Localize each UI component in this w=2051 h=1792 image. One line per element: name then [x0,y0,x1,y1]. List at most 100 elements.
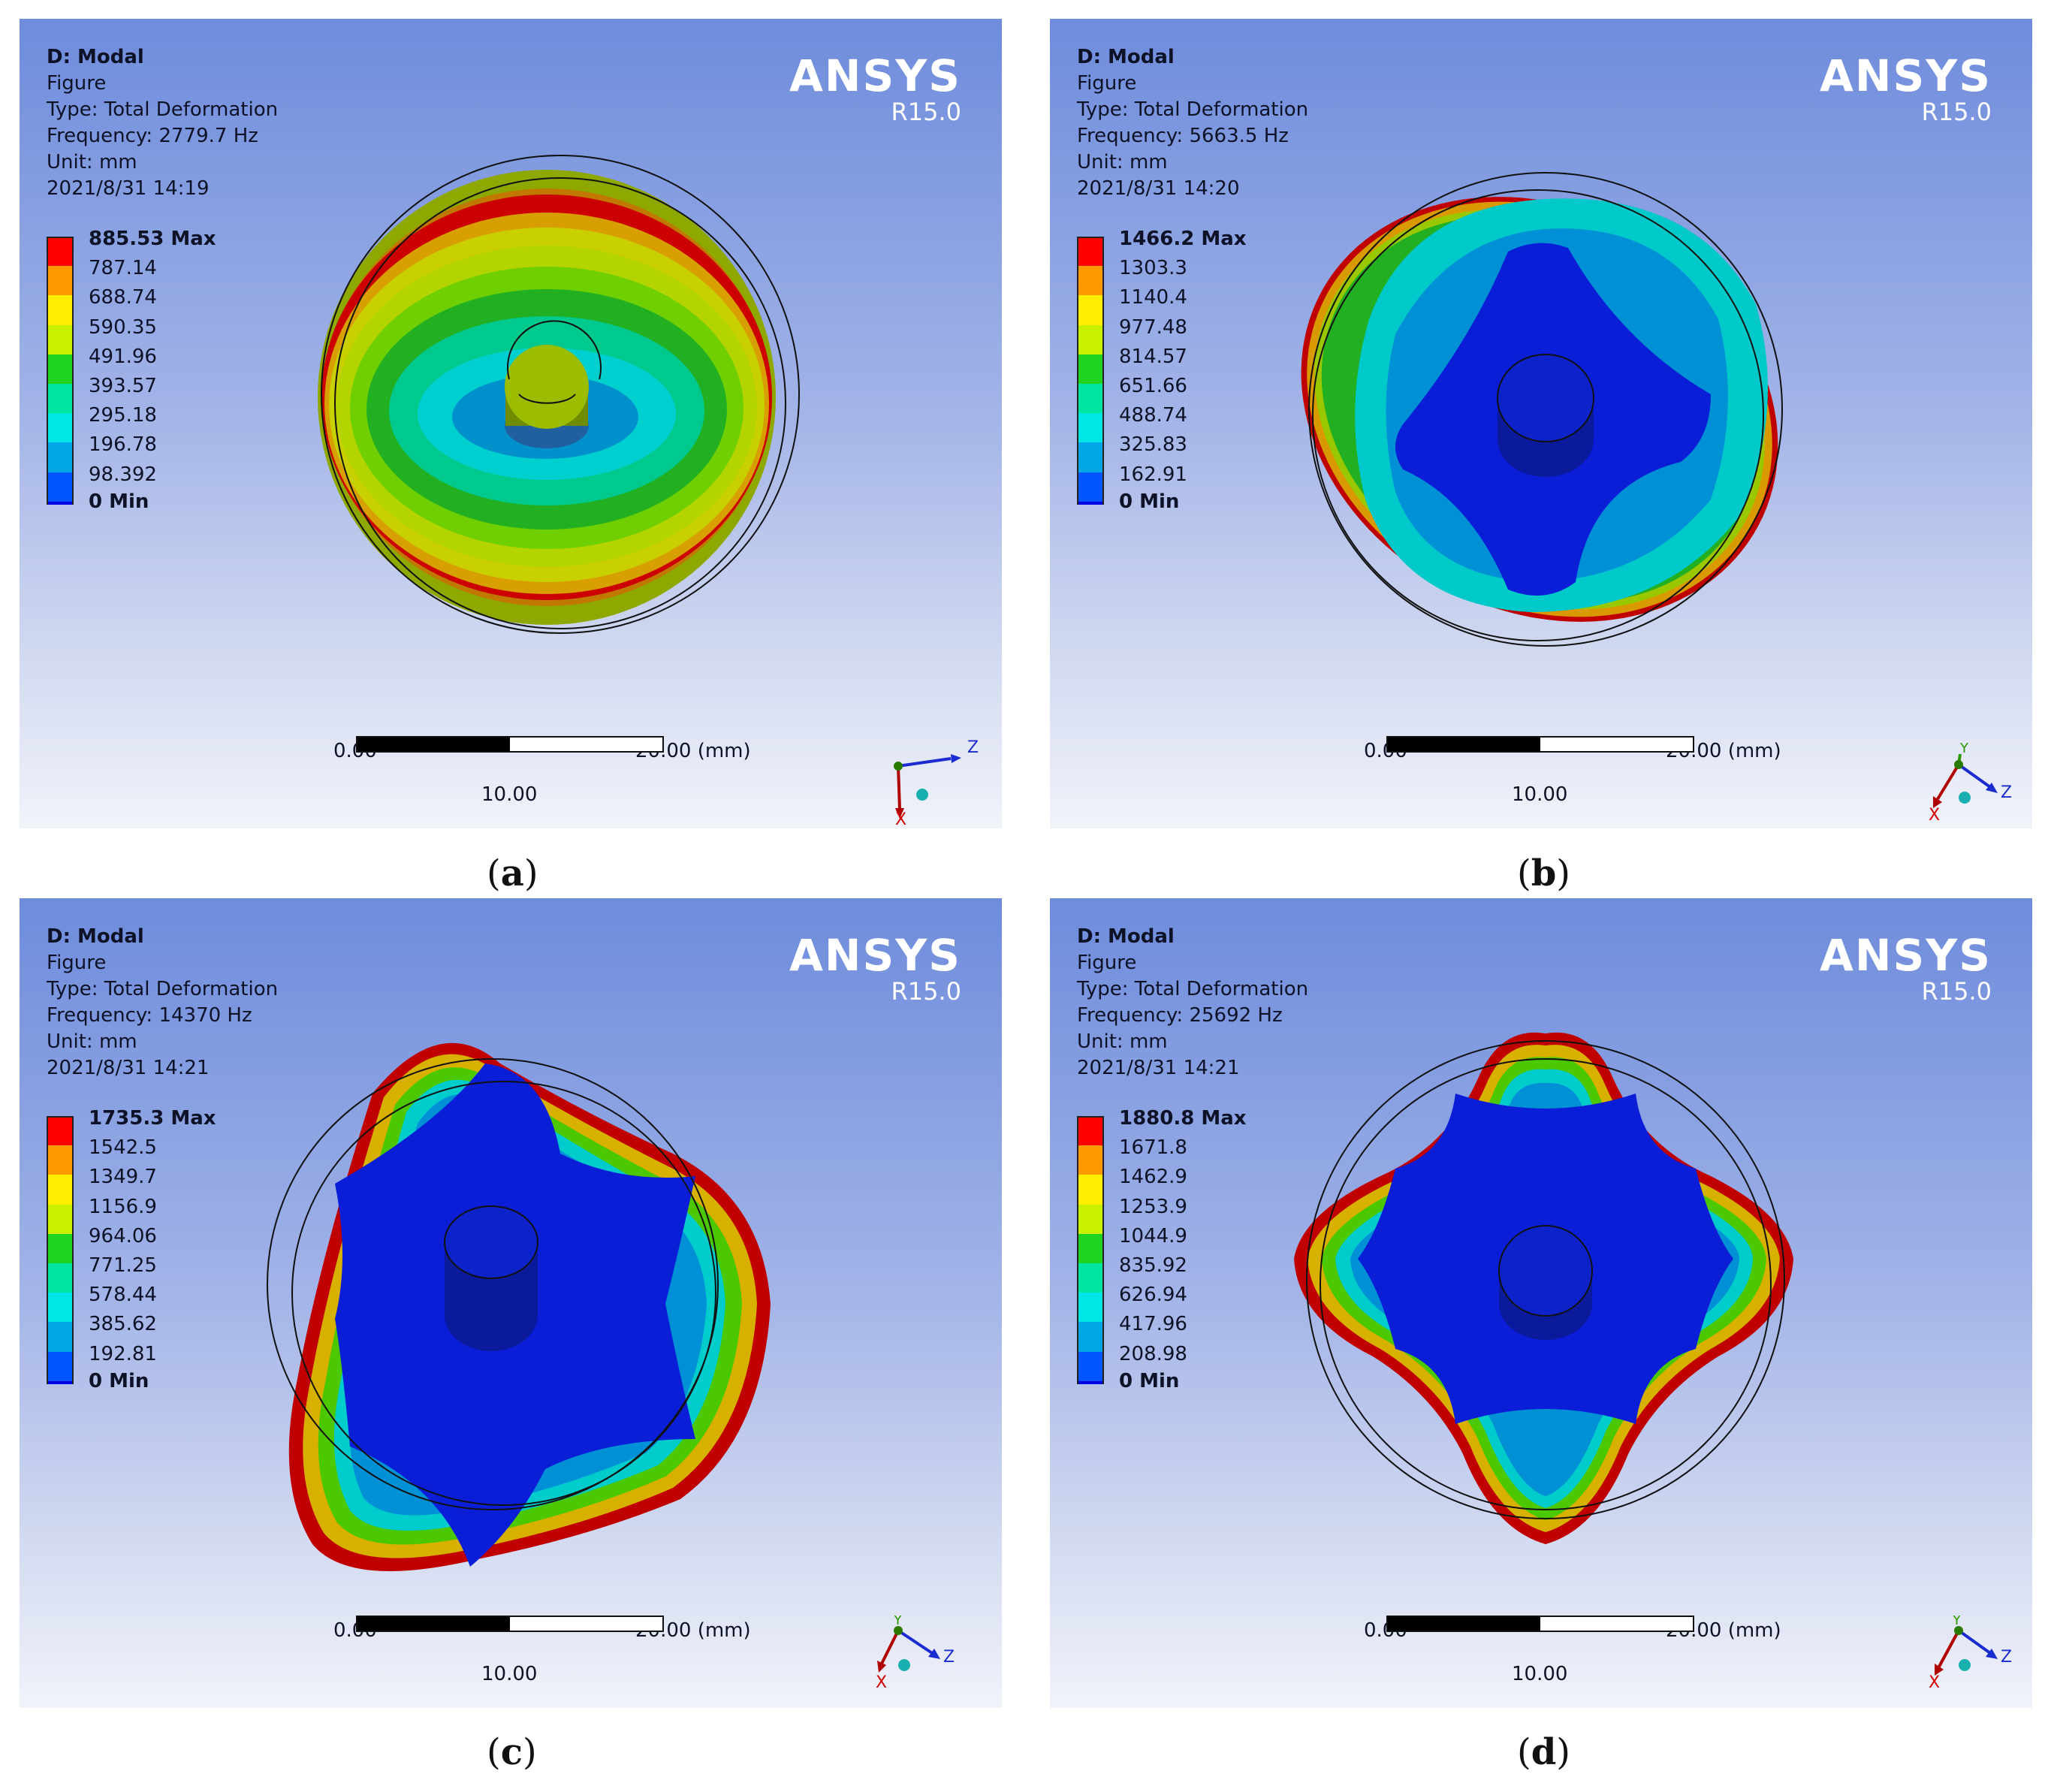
legend-label: 835.92 [1119,1253,1187,1277]
scale-bar [356,736,664,753]
legend-swatch [1077,354,1104,384]
axis-x-label: X [895,810,906,826]
legend-min-label: 0 Min [1119,490,1180,513]
legend-swatch [47,1233,74,1263]
header-timestamp: 2021/8/31 14:21 [47,1057,210,1079]
legend-swatch [47,442,74,472]
legend-swatch [1077,237,1104,267]
legend-swatch [47,1145,74,1175]
header-title: D: Modal [47,46,144,68]
legend-swatch [1077,324,1104,354]
header-frequency: Frequency: 25692 Hz [1077,1004,1283,1027]
axis-z-label: Z [967,738,979,757]
header-type: Type: Total Deformation [47,98,279,121]
legend-label: 192.81 [89,1342,157,1365]
header-frequency: Frequency: 14370 Hz [47,1004,252,1027]
header-timestamp: 2021/8/31 14:19 [47,177,210,200]
header-title: D: Modal [1077,46,1175,68]
mode-shape-plot-b [1301,172,1783,647]
legend-swatch [1077,1116,1104,1146]
logo-name: ANSYS [1820,930,1992,981]
hub-top [505,345,589,429]
header-unit: Unit: mm [1077,1030,1168,1053]
logo-name: ANSYS [789,930,961,981]
scale-mid-label: 10.00 [481,1663,538,1685]
legend-label: 208.98 [1119,1342,1187,1365]
axis-y-label: Y [1959,741,1969,756]
axis-triad-icon: Z X Y [1929,741,2012,825]
legend-label: 590.35 [89,315,157,339]
legend-label: 1542.5 [89,1136,157,1160]
axis-z-label: Z [2001,1648,2012,1667]
legend-label: 651.66 [1119,374,1187,397]
axis-triad-icon: Z X Y [1929,1616,2012,1692]
header-type: Type: Total Deformation [1077,98,1309,121]
info-header: D: Modal Figure Type: Total Deformation … [1077,44,1308,202]
legend-label: 98.392 [89,463,157,486]
axis-y-label: Y [893,1616,903,1628]
header-unit: Unit: mm [47,1030,137,1053]
legend-max-label: 885.53 Max [89,228,216,250]
scale-mid-label: 10.00 [1512,783,1568,806]
legend-swatch [47,1380,74,1384]
legend-swatch [47,413,74,443]
legend-swatch [47,354,74,384]
legend-label: 1156.9 [89,1195,157,1218]
legend-swatch [1077,1293,1104,1323]
scale-bar [1386,736,1694,753]
legend-swatch [1077,1145,1104,1175]
logo-version: R15.0 [891,977,961,1006]
logo-name: ANSYS [1820,50,1992,101]
legend-label: 385.62 [89,1313,157,1336]
legend-swatch [1077,1263,1104,1293]
mode-shape-plot-d [1294,1032,1793,1544]
axis-triad-icon: Z X [894,738,979,826]
axis-z-label: Z [943,1648,955,1667]
legend-swatch [1077,501,1104,505]
legend-swatch [47,501,74,505]
legend-swatch [47,1204,74,1234]
legend-label: 977.48 [1119,315,1187,339]
legend-swatch [1077,1233,1104,1263]
legend-label: 488.74 [1119,404,1187,427]
legend-label: 491.96 [89,345,157,368]
header-figure: Figure [47,952,107,974]
scale-mid-label: 10.00 [1512,1663,1568,1685]
legend-label: 417.96 [1119,1313,1187,1336]
legend-label: 1349.7 [89,1166,157,1189]
legend-max-label: 1466.2 Max [1119,228,1247,250]
legend-label: 626.94 [1119,1284,1187,1307]
legend-swatch [1077,1351,1104,1381]
caption-c: (c) [487,1731,537,1773]
legend-swatch [1077,295,1104,325]
ansys-logo: ANSYS R15.0 [1820,53,1992,125]
mode-shape-plot-a [318,155,800,634]
axis-triad-icon: Z X Y [876,1616,955,1692]
legend-label: 1671.8 [1119,1136,1187,1160]
logo-version: R15.0 [1921,98,1992,126]
legend-label: 1462.9 [1119,1166,1187,1189]
legend-label: 787.14 [89,257,157,280]
legend-swatch [1077,1322,1104,1352]
axis-x-label: X [1929,806,1940,825]
legend-swatch [47,295,74,325]
legend-min-label: 0 Min [1119,1370,1180,1392]
legend-label: 688.74 [89,286,157,309]
legend-swatch [1077,1380,1104,1384]
legend-label: 964.06 [89,1224,157,1247]
legend-swatch [1077,1204,1104,1234]
caption-b: (b) [1517,852,1571,894]
header-type: Type: Total Deformation [1077,978,1309,1000]
legend-swatch [47,1263,74,1293]
caption-d: (d) [1517,1731,1571,1773]
header-frequency: Frequency: 2779.7 Hz [47,125,258,147]
legend-label: 1253.9 [1119,1195,1187,1218]
legend-label: 162.91 [1119,463,1187,486]
legend-swatch [47,1116,74,1146]
legend-label: 578.44 [89,1284,157,1307]
header-type: Type: Total Deformation [47,978,279,1000]
info-header: D: Modal Figure Type: Total Deformation … [47,44,278,202]
legend-swatch [1077,472,1104,502]
legend-swatch [1077,383,1104,414]
legend-swatch [1077,413,1104,443]
